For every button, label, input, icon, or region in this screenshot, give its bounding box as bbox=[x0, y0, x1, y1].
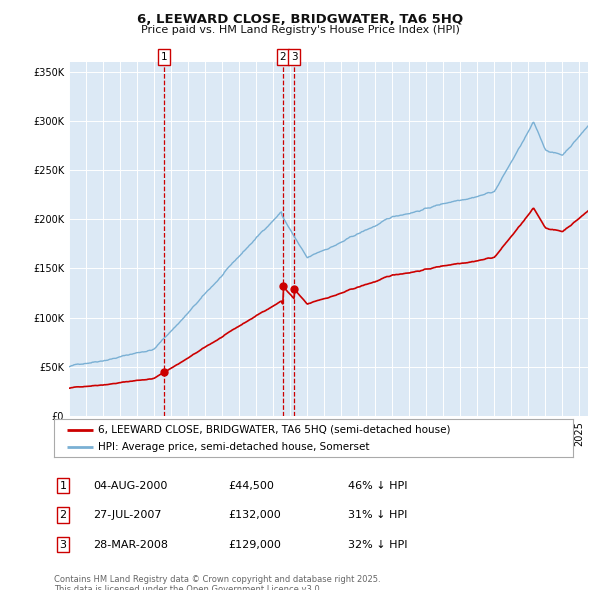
Text: 31% ↓ HPI: 31% ↓ HPI bbox=[348, 510, 407, 520]
Text: 1: 1 bbox=[161, 52, 167, 62]
Text: 3: 3 bbox=[59, 540, 67, 549]
Text: HPI: Average price, semi-detached house, Somerset: HPI: Average price, semi-detached house,… bbox=[98, 441, 370, 451]
Text: £132,000: £132,000 bbox=[228, 510, 281, 520]
Text: 2: 2 bbox=[59, 510, 67, 520]
Text: Contains HM Land Registry data © Crown copyright and database right 2025.
This d: Contains HM Land Registry data © Crown c… bbox=[54, 575, 380, 590]
Text: £129,000: £129,000 bbox=[228, 540, 281, 549]
Text: £44,500: £44,500 bbox=[228, 481, 274, 490]
Text: Price paid vs. HM Land Registry's House Price Index (HPI): Price paid vs. HM Land Registry's House … bbox=[140, 25, 460, 35]
Text: 27-JUL-2007: 27-JUL-2007 bbox=[93, 510, 161, 520]
Text: 3: 3 bbox=[291, 52, 298, 62]
Text: 1: 1 bbox=[59, 481, 67, 490]
Text: 2: 2 bbox=[280, 52, 286, 62]
Text: 04-AUG-2000: 04-AUG-2000 bbox=[93, 481, 167, 490]
Text: 6, LEEWARD CLOSE, BRIDGWATER, TA6 5HQ (semi-detached house): 6, LEEWARD CLOSE, BRIDGWATER, TA6 5HQ (s… bbox=[98, 425, 451, 435]
Text: 46% ↓ HPI: 46% ↓ HPI bbox=[348, 481, 407, 490]
Text: 6, LEEWARD CLOSE, BRIDGWATER, TA6 5HQ: 6, LEEWARD CLOSE, BRIDGWATER, TA6 5HQ bbox=[137, 13, 463, 26]
Text: 32% ↓ HPI: 32% ↓ HPI bbox=[348, 540, 407, 549]
Text: 28-MAR-2008: 28-MAR-2008 bbox=[93, 540, 168, 549]
